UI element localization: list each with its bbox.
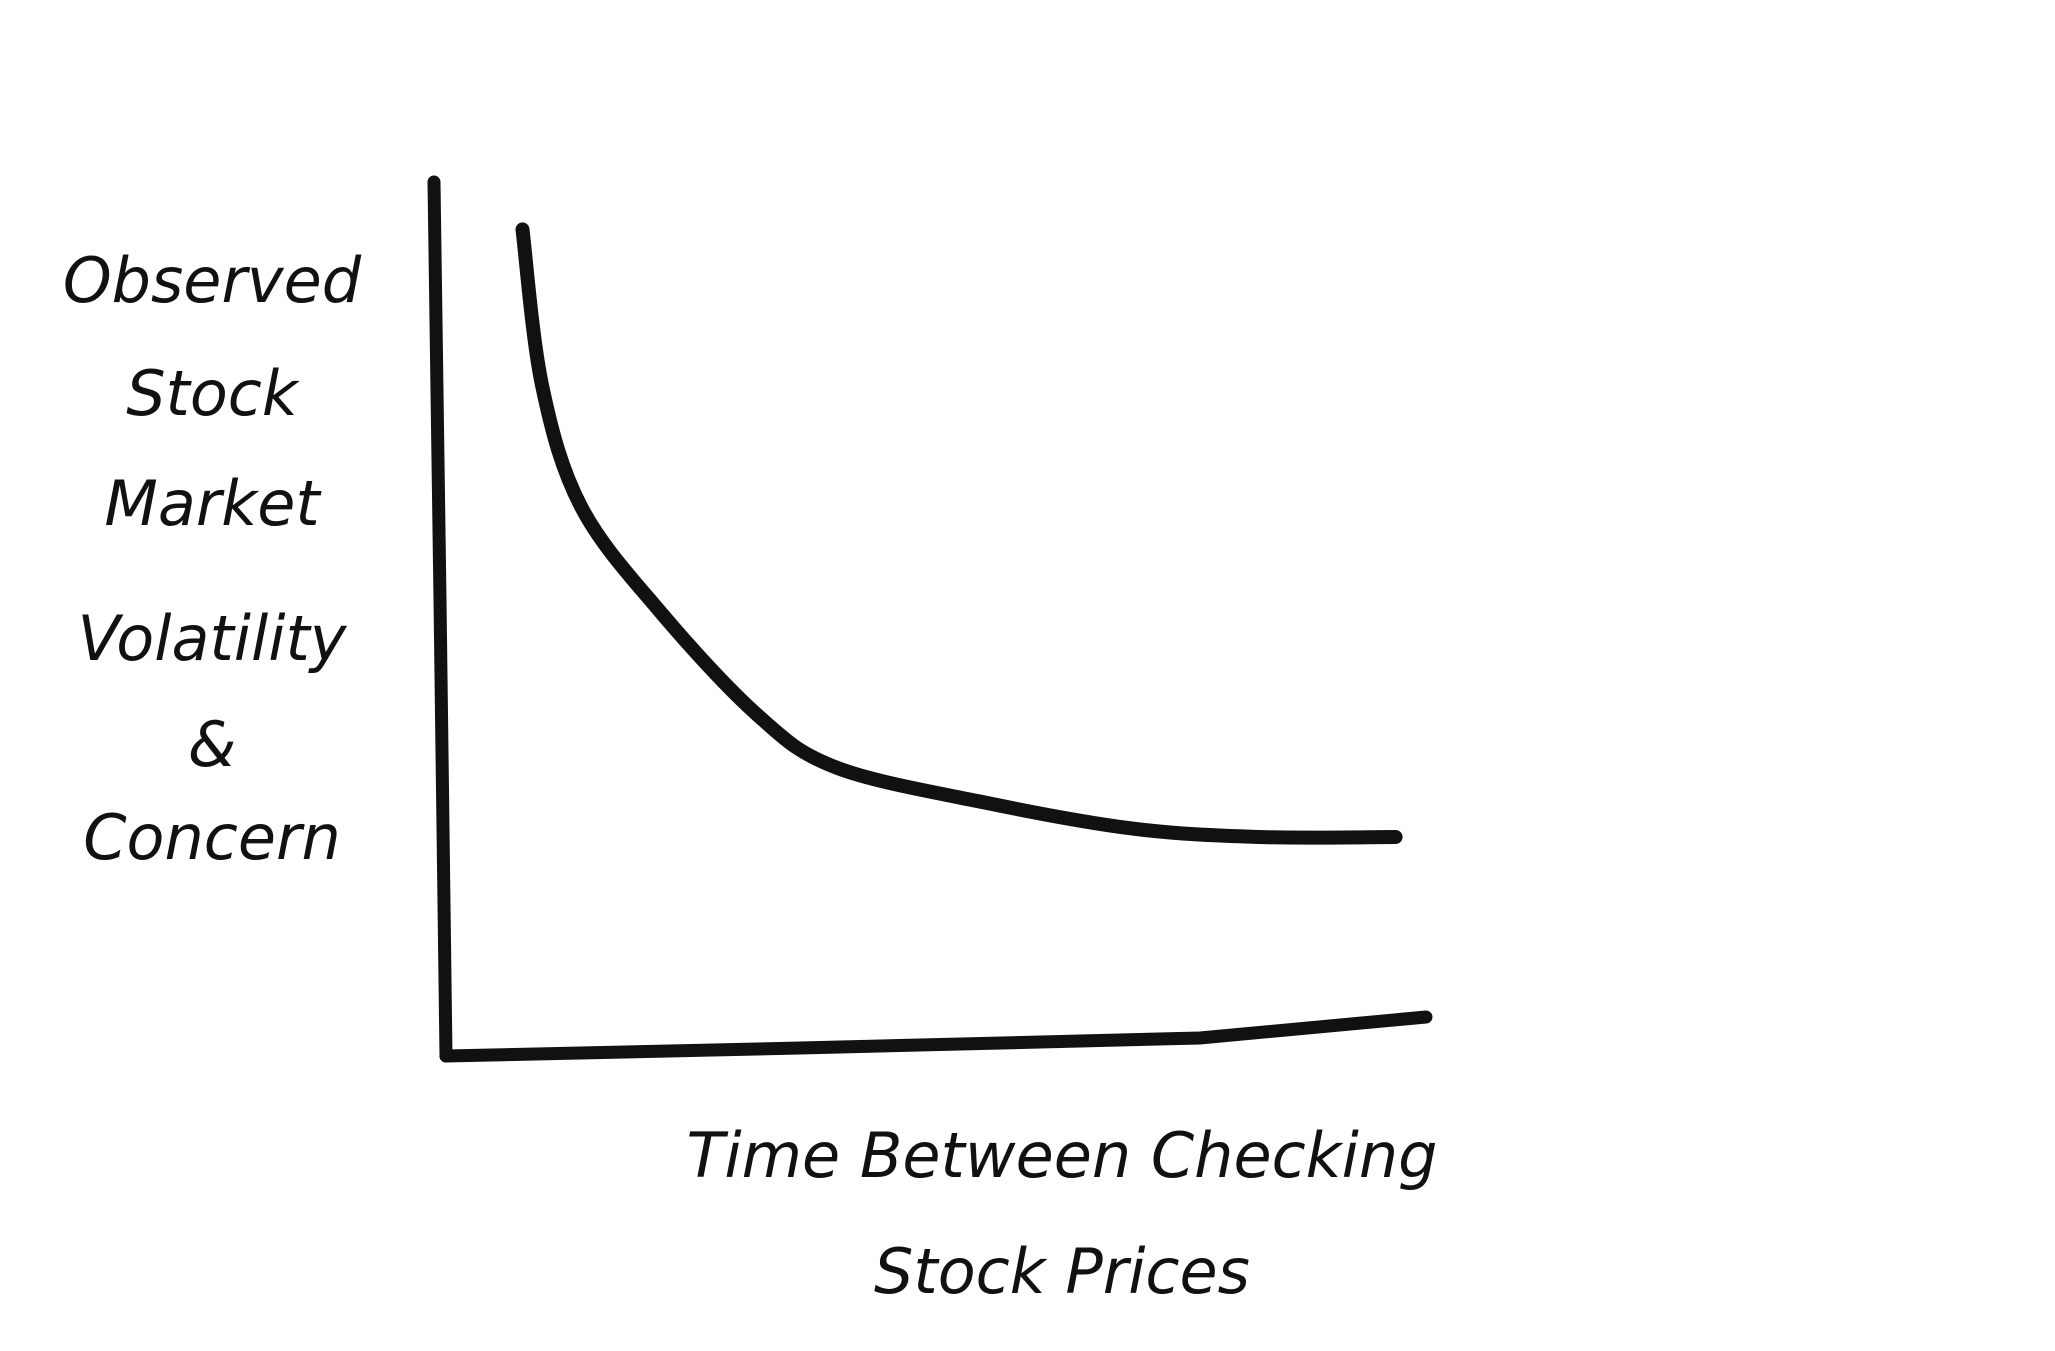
x-axis-label: Stock Prices — [874, 1235, 1250, 1308]
y-axis-label: Concern — [83, 801, 341, 874]
y-axis-label: Volatility — [78, 602, 348, 675]
y-axis-label: & — [188, 708, 236, 781]
data-line — [515, 222, 1403, 845]
x-axis — [439, 1010, 1433, 1063]
y-axis — [427, 175, 453, 1063]
plot-area — [515, 222, 1403, 845]
y-axis-label: Observed — [63, 244, 362, 317]
y-axis-label: Stock — [126, 357, 300, 430]
y-axis-label: Market — [104, 467, 322, 540]
x-axis-label: Time Between Checking — [687, 1119, 1438, 1192]
